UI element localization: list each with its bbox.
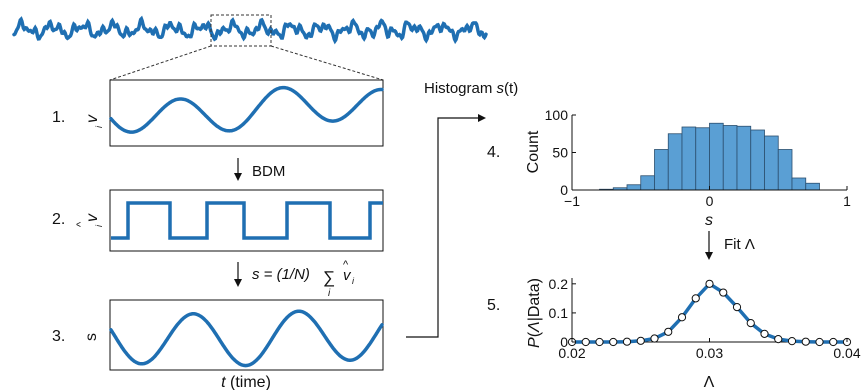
hist-y-tick-label: 100 [545, 107, 569, 123]
posterior-x-tick-label: 0.03 [696, 345, 723, 361]
histogram-bar [709, 122, 724, 191]
fit-arrowhead [705, 252, 713, 260]
zoom-line-right [270, 45, 384, 81]
posterior-point [581, 337, 590, 347]
hist-ylabel: Count [525, 130, 542, 173]
posterior-point [609, 337, 618, 347]
sum-symbol: ∑ [323, 268, 335, 287]
posterior-point [760, 329, 769, 338]
zoom-box [210, 14, 272, 47]
fit-label: Fit Λ [724, 236, 755, 253]
posterior-point [622, 337, 632, 346]
histogram-bar [736, 125, 752, 191]
posterior-point [746, 318, 755, 328]
posterior-point [774, 334, 783, 344]
histogram-bar [654, 149, 669, 191]
posterior-point [732, 302, 742, 312]
hist-y-tick-label: 0 [560, 182, 568, 198]
posterior-line [572, 282, 847, 344]
hist-x-tick-label: 0 [706, 193, 714, 209]
sum-hat-sub: i [352, 276, 355, 286]
panel3-signal [109, 309, 384, 368]
posterior-chart: 0.02 0.03 0.04 0 0.1 0.2 [549, 276, 861, 361]
posterior-point [664, 327, 673, 336]
posterior-point [829, 337, 838, 347]
histogram-bar [777, 149, 793, 191]
step1-number: 1. [52, 109, 65, 126]
histogram-bar [722, 125, 738, 191]
posterior-point [787, 337, 797, 346]
posterior-y-tick-label: 0.2 [549, 276, 569, 292]
histogram-bar [695, 127, 710, 191]
posterior-point [677, 313, 687, 322]
hist-y-tick-label: 50 [552, 145, 568, 161]
posterior-xlabel: Λ [704, 374, 715, 390]
histogram-bar [626, 184, 642, 191]
step2-ylabel: v [84, 213, 101, 222]
histogram-bar [640, 175, 655, 191]
posterior-point [801, 337, 810, 346]
hist-xlabel: s [705, 212, 713, 229]
step5-number: 5. [487, 297, 500, 314]
sum-index: i [328, 288, 331, 299]
histogram-arrowhead [478, 114, 486, 122]
step2-ylabel-subscript: i [94, 224, 104, 227]
histogram-label: Histogram s(t) [424, 80, 518, 97]
panel3-frame [109, 299, 384, 371]
histogram-bar [805, 182, 820, 191]
histogram-bar [750, 129, 765, 191]
posterior-y-tick-label: 0.1 [549, 305, 569, 321]
long-signal-trace [12, 15, 488, 45]
histogram-bar [764, 135, 779, 191]
step1-ylabel: v [84, 114, 101, 123]
sum-arrowhead [234, 279, 242, 287]
sum-equation-prefix: s = (1/N) [252, 266, 310, 283]
hist-x-tick-label: −1 [564, 193, 580, 209]
histogram-bar [791, 177, 807, 191]
posterior-x-tick-label: 0.04 [833, 345, 860, 361]
histogram-bar [667, 133, 683, 191]
posterior-point [595, 337, 604, 347]
panel1-signal [109, 85, 384, 134]
histogram-arrow [406, 117, 480, 338]
panel1-frame [109, 79, 384, 147]
posterior-ylabel: P(Λ|Data) [526, 278, 543, 348]
histogram-bar [681, 126, 697, 191]
step1-ylabel-subscript: i [94, 125, 104, 128]
step2-number: 2. [52, 211, 65, 228]
posterior-point [815, 337, 824, 347]
step3-ylabel: s [83, 333, 100, 341]
hist-x-tick-label: 1 [843, 193, 851, 209]
posterior-point [719, 288, 728, 297]
bdm-arrowhead [234, 173, 242, 181]
sum-hat-v: v [343, 267, 352, 284]
posterior-x-tick-label: 0.02 [558, 345, 585, 361]
posterior-point [650, 334, 659, 343]
posterior-point [691, 294, 700, 303]
time-axis-label: t (time) [221, 374, 271, 390]
step2-ylabel-hat: ^ [75, 221, 87, 227]
panel2-frame [109, 189, 384, 252]
posterior-point [636, 336, 645, 345]
step4-number: 4. [487, 144, 500, 161]
panel2-binary-signal [111, 201, 383, 240]
posterior-point [705, 279, 714, 288]
bdm-label: BDM [252, 163, 285, 180]
sum-hat-mark: ^ [343, 259, 349, 271]
step3-number: 3. [52, 328, 65, 345]
posterior-y-tick-label: 0 [560, 334, 568, 350]
zoom-line-left [109, 45, 212, 81]
